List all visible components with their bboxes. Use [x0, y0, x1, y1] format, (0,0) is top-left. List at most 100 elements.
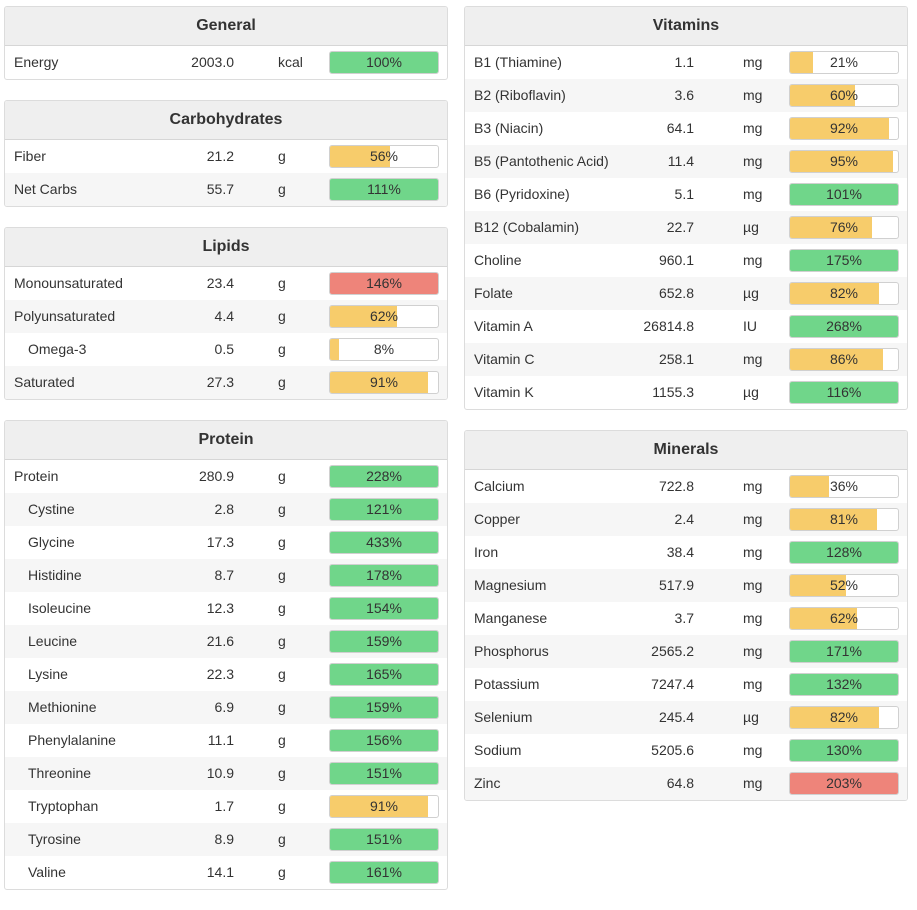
progress-bar: 154% — [329, 597, 439, 620]
panel-minerals: Minerals Calcium 722.8 mg 36% Copper 2.4 mg 81% I… — [464, 430, 908, 801]
nutrient-unit: g — [278, 831, 286, 847]
nutrient-unit: g — [278, 666, 286, 682]
nutrient-name: Monounsaturated — [14, 275, 123, 291]
progress-bar: 203% — [789, 772, 899, 795]
nutrient-name: Sodium — [474, 742, 522, 758]
progress-fill — [330, 179, 438, 200]
nutrient-name: Choline — [474, 252, 522, 268]
nutrient-unit: g — [278, 864, 286, 880]
progress-percent: 165% — [366, 666, 402, 682]
nutrient-row-tryptophan: Tryptophan 1.7 g 91% — [5, 790, 447, 823]
progress-percent: 146% — [366, 275, 402, 291]
progress-fill — [790, 641, 898, 662]
nutrient-amount: 23.4 — [206, 275, 234, 291]
progress-fill — [330, 598, 438, 619]
progress-bar: 178% — [329, 564, 439, 587]
progress-bar: 101% — [789, 183, 899, 206]
progress-percent: 130% — [826, 742, 862, 758]
nutrient-row-phenylalanine: Phenylalanine 11.1 g 156% — [5, 724, 447, 757]
nutrient-unit: mg — [743, 577, 763, 593]
nutrient-name: B12 (Cobalamin) — [474, 219, 580, 235]
panel-vitamins: Vitamins B1 (Thiamine) 1.1 mg 21% B2 (Ribofla… — [464, 6, 908, 410]
progress-percent: 82% — [829, 709, 859, 725]
progress-percent: 95% — [829, 153, 859, 169]
progress-fill — [330, 763, 438, 784]
nutrient-row-iron: Iron 38.4 mg 128% — [465, 536, 907, 569]
progress-percent: 60% — [829, 87, 859, 103]
nutrient-amount: 960.1 — [658, 252, 694, 268]
nutrient-row-polyunsaturated: Polyunsaturated 4.4 g 62% — [5, 300, 447, 333]
progress-bar: 60% — [789, 84, 899, 107]
progress-bar: 171% — [789, 640, 899, 663]
nutrient-amount: 6.9 — [214, 699, 234, 715]
nutrient-row-vitamin-c: Vitamin C 258.1 mg 86% — [465, 343, 907, 376]
nutrient-amount: 21.2 — [206, 148, 234, 164]
nutrient-row-selenium: Selenium 245.4 µg 82% — [465, 701, 907, 734]
nutrient-name: B3 (Niacin) — [474, 120, 544, 136]
progress-percent: 159% — [366, 633, 402, 649]
nutrient-row-b12-cobalamin: B12 (Cobalamin) 22.7 µg 76% — [465, 211, 907, 244]
nutrient-name: Lysine — [28, 666, 68, 682]
progress-fill — [790, 608, 857, 629]
progress-bar: 21% — [789, 51, 899, 74]
nutrient-unit: mg — [743, 742, 763, 758]
nutrient-name: Histidine — [28, 567, 82, 583]
nutrient-unit: mg — [743, 610, 763, 626]
nutrient-row-protein: Protein 280.9 g 228% — [5, 460, 447, 493]
progress-fill — [790, 52, 813, 73]
nutrient-amount: 5.1 — [674, 186, 694, 202]
nutrient-amount: 3.6 — [674, 87, 694, 103]
nutrient-name: Potassium — [474, 676, 540, 692]
progress-bar: 62% — [789, 607, 899, 630]
nutrient-row-calcium: Calcium 722.8 mg 36% — [465, 470, 907, 503]
nutrient-amount: 10.9 — [206, 765, 234, 781]
nutrient-name: Omega-3 — [28, 341, 87, 357]
progress-percent: 132% — [826, 676, 862, 692]
nutrient-unit: g — [278, 633, 286, 649]
nutrient-amount: 722.8 — [658, 478, 694, 494]
progress-fill — [790, 575, 847, 596]
nutrient-row-saturated: Saturated 27.3 g 91% — [5, 366, 447, 399]
nutrient-name: Vitamin A — [474, 318, 533, 334]
nutrient-name: Selenium — [474, 709, 533, 725]
progress-bar: 175% — [789, 249, 899, 272]
nutrient-amount: 245.4 — [658, 709, 694, 725]
progress-bar: 128% — [789, 541, 899, 564]
progress-fill — [790, 509, 878, 530]
nutrient-unit: g — [278, 732, 286, 748]
progress-bar: 86% — [789, 348, 899, 371]
panel-title: Protein — [5, 421, 447, 460]
progress-fill — [330, 730, 438, 751]
progress-bar: 91% — [329, 371, 439, 394]
progress-percent: 151% — [366, 831, 402, 847]
nutrient-unit: g — [278, 275, 286, 291]
nutrient-row-manganese: Manganese 3.7 mg 62% — [465, 602, 907, 635]
nutrient-name: Calcium — [474, 478, 525, 494]
progress-percent: 86% — [829, 351, 859, 367]
nutrient-unit: g — [278, 374, 286, 390]
nutrient-name: Phenylalanine — [28, 732, 116, 748]
progress-bar: 100% — [329, 51, 439, 74]
progress-percent: 154% — [366, 600, 402, 616]
progress-percent: 81% — [829, 511, 859, 527]
nutrient-amount: 3.7 — [674, 610, 694, 626]
nutrient-name: Energy — [14, 54, 59, 70]
panel-general: General Energy 2003.0 kcal 100% — [4, 6, 448, 80]
progress-fill — [790, 476, 829, 497]
progress-fill — [790, 151, 893, 172]
nutrient-name: Copper — [474, 511, 520, 527]
panel-protein: Protein Protein 280.9 g 228% Cystine 2.8 g 121% G… — [4, 420, 448, 890]
nutrient-unit: g — [278, 534, 286, 550]
progress-fill — [790, 773, 898, 794]
nutrient-row-vitamin-a: Vitamin A 26814.8 IU 268% — [465, 310, 907, 343]
progress-percent: 62% — [829, 610, 859, 626]
progress-bar: 156% — [329, 729, 439, 752]
nutrient-unit: mg — [743, 478, 763, 494]
progress-percent: 62% — [369, 308, 399, 324]
progress-bar: 56% — [329, 145, 439, 168]
progress-fill — [790, 542, 898, 563]
progress-percent: 21% — [829, 54, 859, 70]
nutrient-unit: g — [278, 341, 286, 357]
progress-percent: 159% — [366, 699, 402, 715]
nutrient-row-isoleucine: Isoleucine 12.3 g 154% — [5, 592, 447, 625]
